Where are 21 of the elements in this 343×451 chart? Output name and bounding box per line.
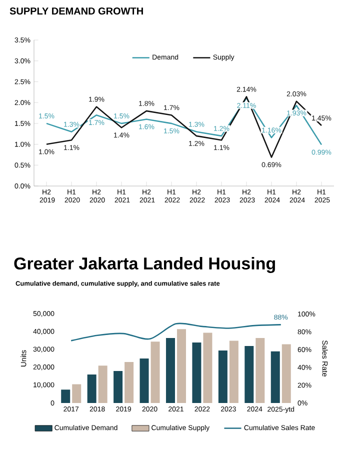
bar (192, 342, 202, 403)
bar (72, 384, 82, 403)
bar (176, 329, 186, 403)
bar (87, 374, 96, 403)
chart-title: SUPPLY DEMAND GROWTH (10, 7, 143, 15)
bar (166, 338, 175, 403)
bar (270, 351, 280, 403)
bar (114, 370, 123, 403)
line-series (70, 322, 282, 342)
bar (244, 346, 254, 403)
bar (256, 338, 265, 403)
bar (150, 342, 160, 403)
bar (282, 344, 291, 403)
bar (140, 358, 149, 403)
bar (124, 362, 134, 403)
bar (218, 350, 228, 403)
bar (203, 332, 212, 403)
bar (61, 390, 70, 403)
bar (98, 366, 108, 403)
chart-title: Greater Jakarta Landed Housing (14, 257, 275, 273)
bar (229, 340, 238, 403)
